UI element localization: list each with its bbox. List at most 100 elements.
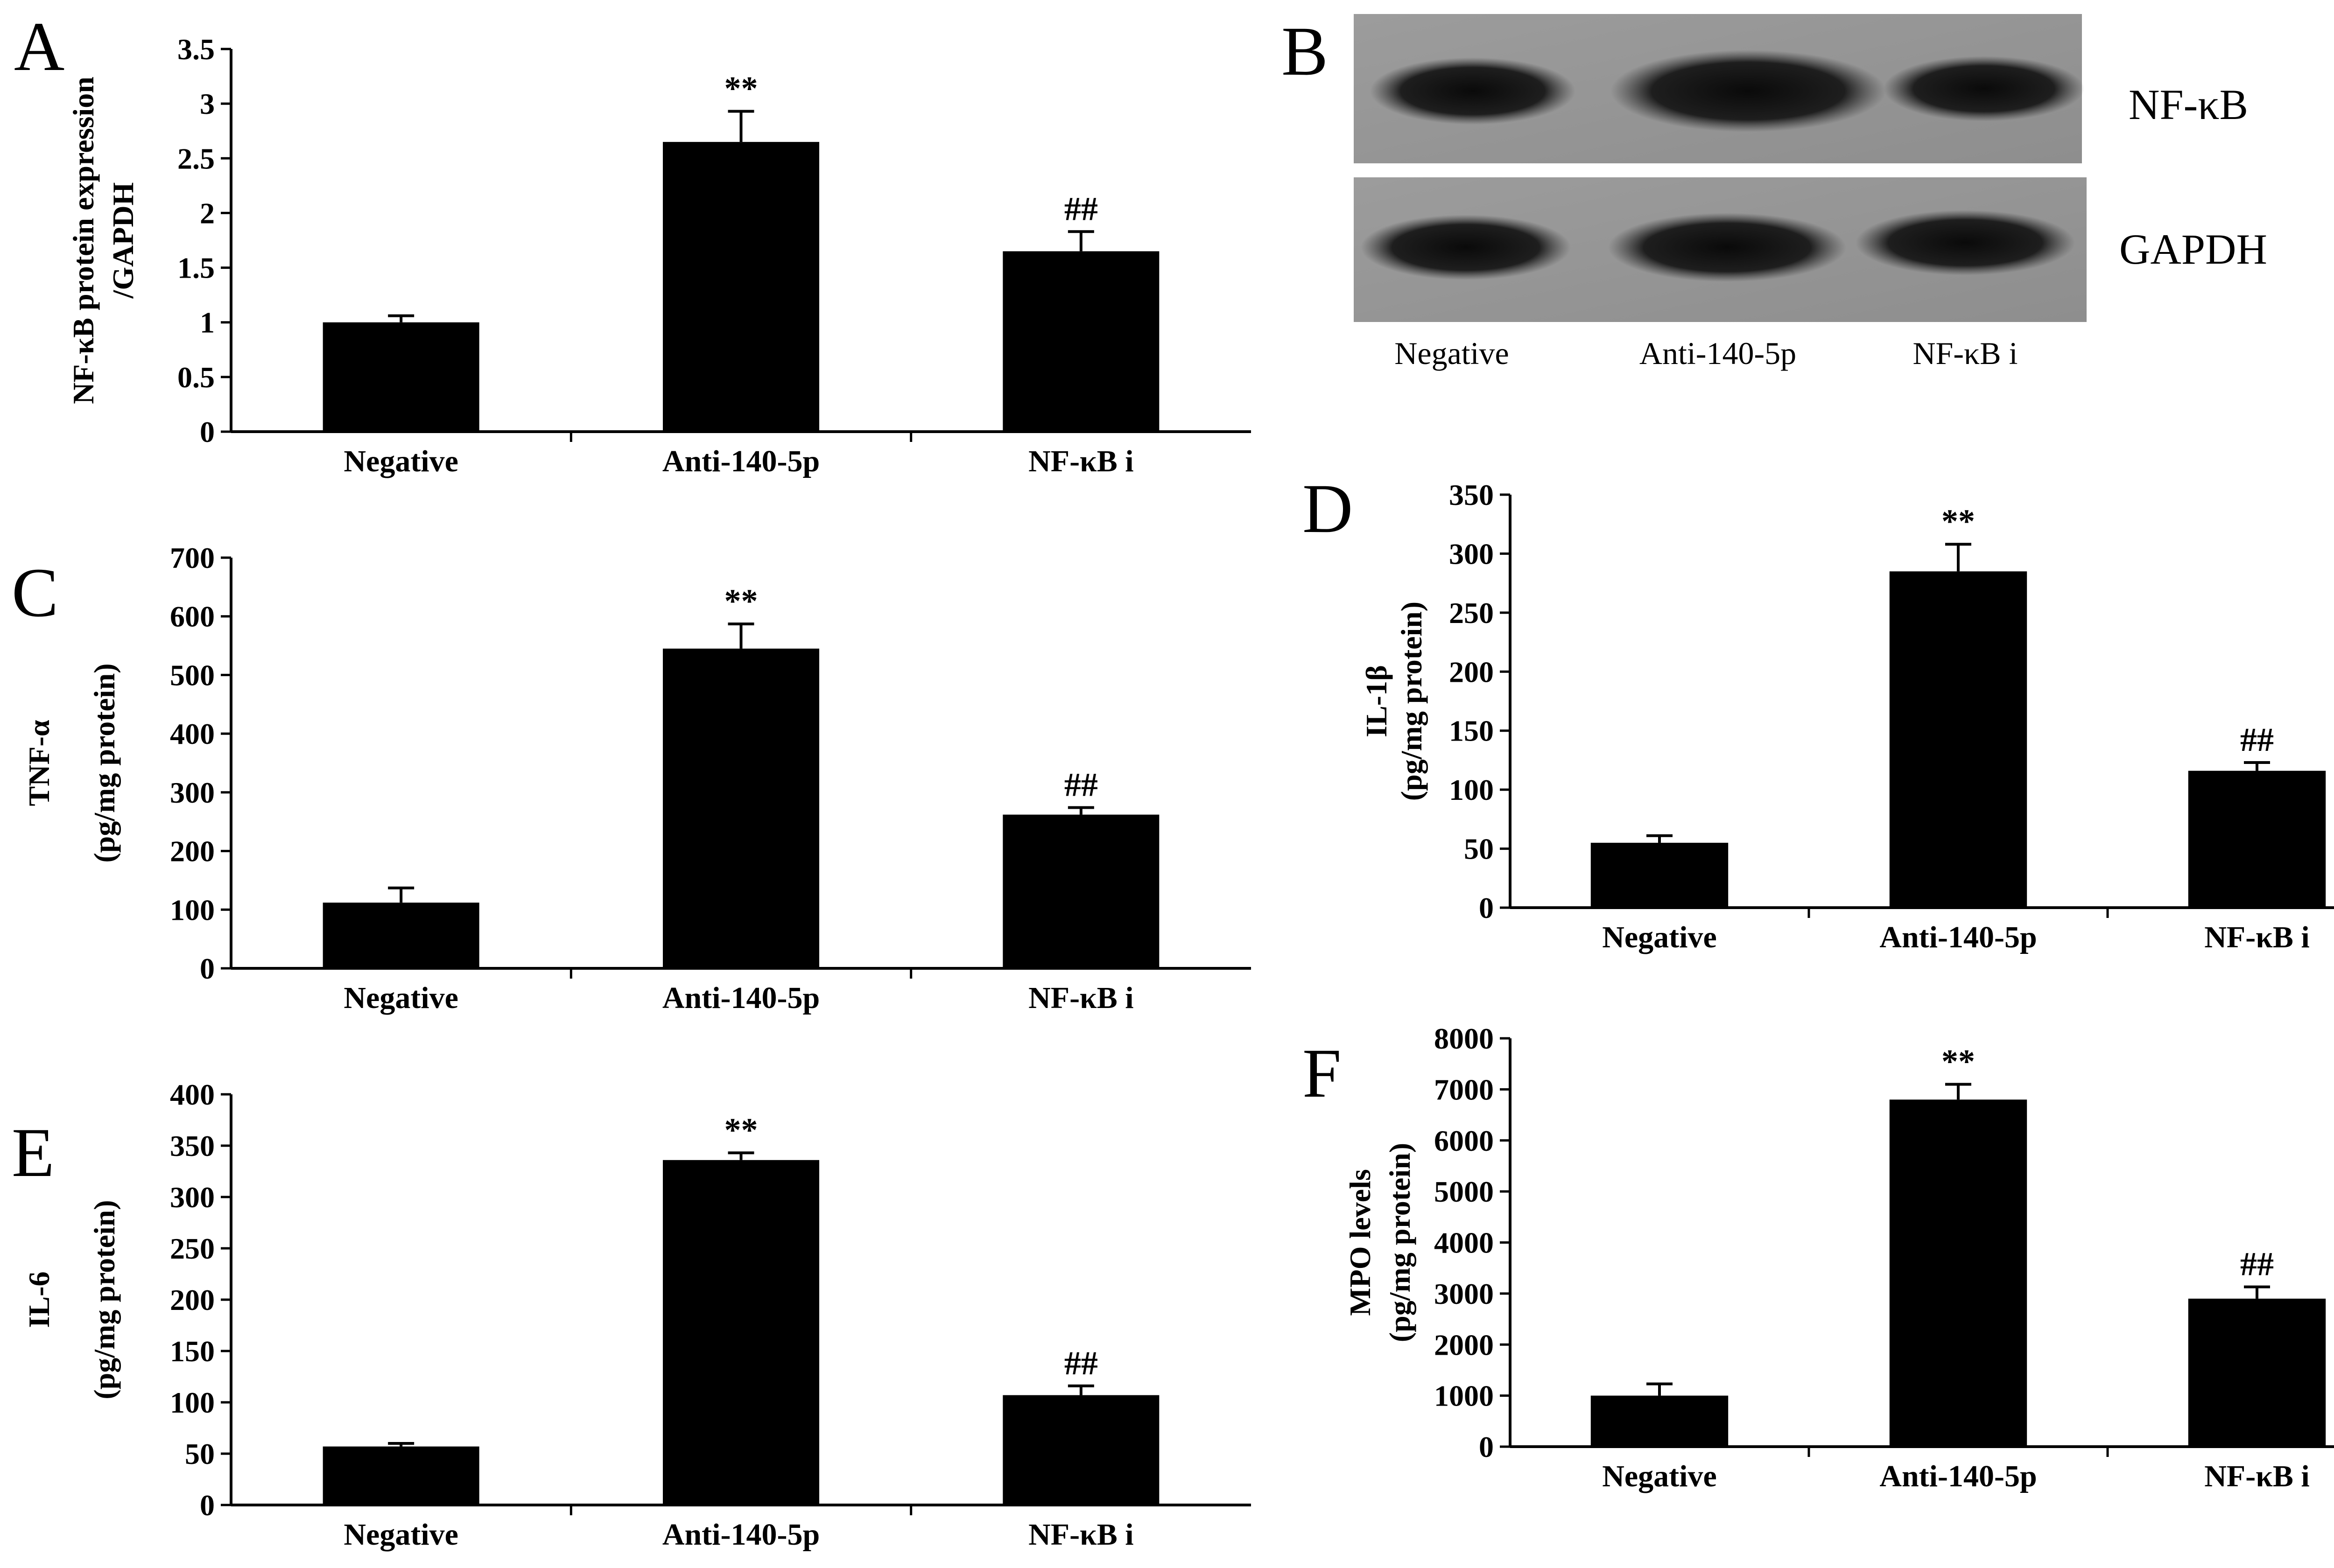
- chart-c: 0 100 200 300 400 500 600 700 Negative ** Anti-140…: [22, 541, 1251, 1015]
- bar-c: [323, 903, 479, 968]
- category-label-f: Negative: [1602, 1459, 1717, 1493]
- panel-letter-c: C: [12, 554, 58, 631]
- y-tick-label-c: 300: [170, 776, 215, 809]
- chart-f: 0 1000 2000 3000 4000 5000 6000 7000 8000 Negativ…: [1343, 1022, 2334, 1493]
- category-label-d: NF-κB i: [2204, 920, 2309, 954]
- category-label-c: Negative: [344, 981, 458, 1015]
- y-tick-label-c: 600: [170, 600, 215, 633]
- y-tick-label-d: 300: [1449, 537, 1494, 570]
- y-tick-label-d: 200: [1449, 655, 1494, 688]
- y-axis-title-a: /GAPDH: [106, 182, 140, 299]
- blot-lane-label-anti: Anti-140-5p: [1639, 336, 1796, 371]
- category-label-a: Anti-140-5p: [662, 444, 820, 478]
- category-label-a: NF-κB i: [1028, 444, 1133, 478]
- bar-f: [1590, 1395, 1729, 1447]
- bar-f: [2188, 1298, 2326, 1447]
- y-tick-label-a: 2.5: [177, 142, 215, 175]
- y-tick-label-c: 400: [170, 717, 215, 750]
- bar-f: [1889, 1099, 2027, 1447]
- y-tick-label-f: 1000: [1434, 1379, 1494, 1413]
- blot-band-nfkb-negative: [1370, 57, 1575, 125]
- chart-d: 0 50 100 150 200 250 300 350 Negative ** Anti-140-…: [1360, 478, 2334, 954]
- significance-label-d: **: [1941, 503, 1975, 540]
- category-label-e: Anti-140-5p: [662, 1518, 820, 1552]
- significance-label-f: ##: [2240, 1246, 2274, 1283]
- y-tick-label-a: 2: [200, 196, 215, 230]
- bar-a: [323, 322, 479, 432]
- y-axis-title-f: (pg/mg protein): [1383, 1143, 1416, 1342]
- category-label-e: Negative: [344, 1518, 458, 1552]
- y-tick-label-d: 0: [1479, 891, 1494, 924]
- y-tick-label-a: 0.5: [177, 361, 215, 394]
- y-tick-label-f: 4000: [1434, 1226, 1494, 1260]
- significance-label-d: ##: [2240, 721, 2274, 758]
- y-tick-label-d: 250: [1449, 596, 1494, 630]
- category-label-e: NF-κB i: [1028, 1518, 1133, 1552]
- bar-d: [2188, 770, 2326, 908]
- bar-d: [1889, 571, 2027, 908]
- y-tick-label-e: 50: [185, 1437, 215, 1470]
- significance-label-c: **: [724, 582, 758, 620]
- significance-label-e: ##: [1064, 1344, 1098, 1382]
- category-label-c: NF-κB i: [1028, 981, 1133, 1015]
- y-axis-title-d: (pg/mg protein): [1395, 602, 1428, 801]
- y-tick-label-c: 700: [170, 541, 215, 574]
- y-tick-label-f: 2000: [1434, 1328, 1494, 1361]
- y-tick-label-d: 150: [1449, 714, 1494, 748]
- y-tick-label-c: 0: [200, 952, 215, 985]
- category-label-d: Anti-140-5p: [1879, 920, 2037, 954]
- bar-e: [662, 1160, 820, 1505]
- y-axis-title-a: NF-κB protein expression: [67, 77, 100, 404]
- y-tick-label-a: 0: [200, 415, 215, 448]
- significance-label-e: **: [724, 1111, 758, 1148]
- panel-letter-b: B: [1281, 13, 1328, 90]
- category-label-c: Anti-140-5p: [662, 981, 820, 1015]
- y-tick-label-a: 1.5: [177, 252, 215, 285]
- y-tick-label-f: 5000: [1434, 1175, 1494, 1208]
- y-tick-label-e: 200: [170, 1283, 215, 1316]
- category-label-a: Negative: [344, 444, 458, 478]
- bar-d: [1590, 842, 1729, 908]
- blot-lane-label-negative: Negative: [1394, 336, 1509, 371]
- category-label-d: Negative: [1602, 920, 1717, 954]
- panel-letter-f: F: [1302, 1035, 1341, 1112]
- blot-band-nfkb-inhibitor: [1884, 56, 2084, 121]
- chart-a: 0 0.5 1 1.5 2 2.5 3 3.5 Negative ** Anti-140-5p ## N…: [67, 33, 1251, 478]
- bar-a: [662, 142, 820, 432]
- blot-row-label-nfkb: NF-κB: [2129, 81, 2248, 128]
- y-axis-title-c: TNF-α: [22, 720, 56, 806]
- y-axis-title-d: IL-1β: [1360, 665, 1393, 737]
- y-tick-label-c: 500: [170, 658, 215, 692]
- y-tick-label-f: 6000: [1434, 1124, 1494, 1157]
- western-blot: B NF-κB GAPDH Negative Anti-140-5p NF-κB…: [1281, 13, 2267, 371]
- blot-row-label-gapdh: GAPDH: [2119, 225, 2267, 273]
- bar-e: [323, 1446, 479, 1505]
- blot-band-gapdh-negative: [1361, 215, 1571, 280]
- panel-letter-a: A: [14, 8, 64, 85]
- bar-e: [1003, 1395, 1160, 1505]
- y-tick-label-a: 3: [200, 87, 215, 120]
- y-tick-label-e: 100: [170, 1386, 215, 1419]
- y-tick-label-e: 250: [170, 1232, 215, 1265]
- category-label-f: NF-κB i: [2204, 1459, 2309, 1493]
- category-label-f: Anti-140-5p: [1879, 1459, 2037, 1493]
- y-tick-label-f: 7000: [1434, 1073, 1494, 1106]
- significance-label-a: **: [724, 70, 758, 107]
- y-tick-label-d: 100: [1449, 773, 1494, 806]
- significance-label-f: **: [1941, 1043, 1975, 1080]
- y-tick-label-c: 200: [170, 835, 215, 868]
- bar-c: [1003, 814, 1160, 968]
- y-tick-label-f: 8000: [1434, 1022, 1494, 1055]
- blot-band-gapdh-inhibitor: [1856, 210, 2075, 275]
- y-tick-label-e: 150: [170, 1335, 215, 1368]
- chart-e: 0 50 100 150 200 250 300 350 400 Negative ** Anti-1…: [22, 1078, 1251, 1552]
- y-axis-title-e: IL-6: [22, 1272, 56, 1328]
- panel-letter-d: D: [1302, 470, 1353, 547]
- y-tick-label-a: 1: [200, 306, 215, 339]
- blot-band-gapdh-anti: [1608, 213, 1846, 282]
- y-tick-label-e: 400: [170, 1078, 215, 1111]
- y-axis-title-f: MPO levels: [1343, 1169, 1377, 1316]
- y-tick-label-e: 350: [170, 1129, 215, 1162]
- y-axis-title-c: (pg/mg protein): [88, 663, 121, 862]
